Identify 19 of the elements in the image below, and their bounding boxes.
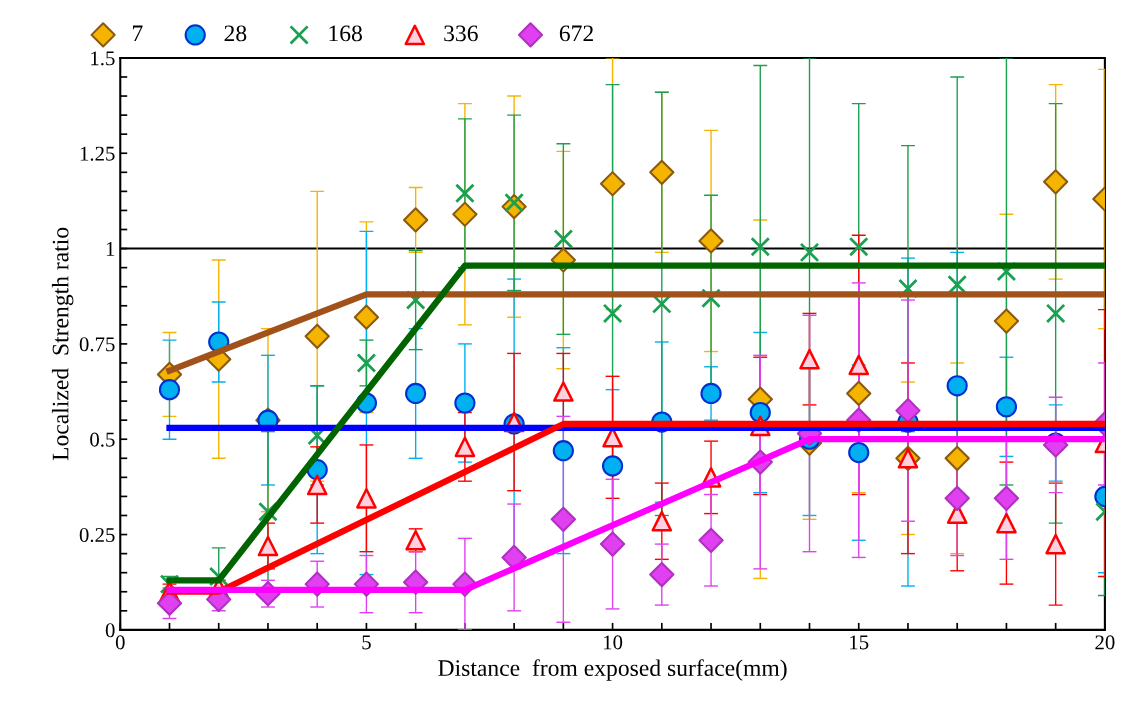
legend-label: 28 bbox=[224, 25, 247, 42]
y-tick-label: 0.25 bbox=[79, 527, 115, 543]
y-tick-label: 1 bbox=[106, 242, 115, 256]
x-tick-label: 15 bbox=[850, 635, 869, 650]
y-axis-title: Localized Strength ratio bbox=[51, 227, 74, 461]
x-axis-title: Distance from exposed surface(mm) bbox=[438, 659, 787, 681]
legend-label: 168 bbox=[329, 25, 362, 42]
y-tick-label: 1.5 bbox=[91, 51, 115, 66]
y-tick-label: 1.25 bbox=[80, 146, 115, 161]
legend-label: 336 bbox=[444, 25, 478, 42]
y-tick-label: 0.75 bbox=[79, 337, 115, 352]
x-tick-label: 20 bbox=[1095, 635, 1115, 650]
x-tick-label: 5 bbox=[362, 635, 371, 650]
legend-label: 7 bbox=[133, 25, 143, 42]
legend-label: 672 bbox=[559, 25, 593, 42]
y-tick-label: 0 bbox=[105, 623, 115, 638]
x-tick-label: 0 bbox=[115, 635, 125, 650]
x-tick-label: 10 bbox=[604, 635, 623, 650]
y-tick-label: 0.5 bbox=[90, 432, 115, 447]
